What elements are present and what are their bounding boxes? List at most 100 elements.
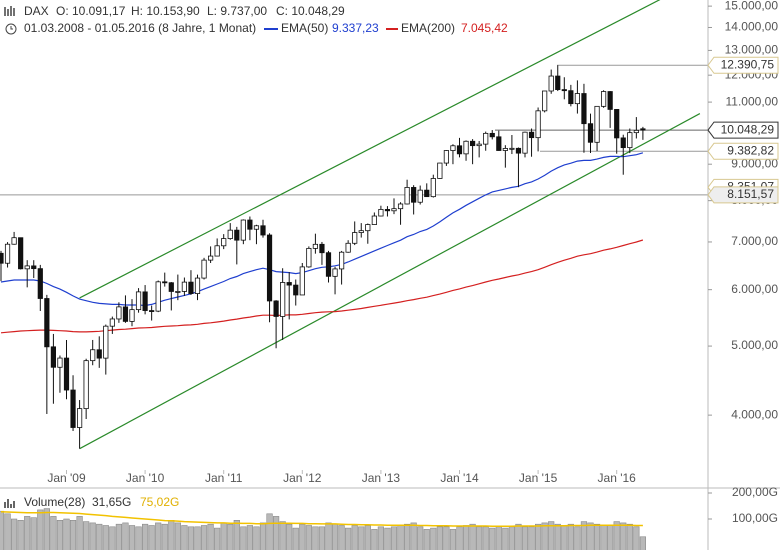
volume-bar xyxy=(0,510,5,550)
candle-body xyxy=(70,389,76,428)
volume-bar xyxy=(331,523,339,550)
volume-bar xyxy=(135,526,142,550)
legend-value: 9.337,23 xyxy=(332,21,379,35)
candle-body xyxy=(384,209,391,212)
volume-bar xyxy=(469,523,476,550)
volume-bar xyxy=(102,525,109,550)
volume-bar xyxy=(279,521,286,550)
candle-body xyxy=(188,281,194,294)
volume-bar xyxy=(17,519,24,550)
candle-body xyxy=(273,300,279,317)
volume-bar xyxy=(534,523,542,550)
candle-body xyxy=(103,325,109,359)
volume-bar xyxy=(528,526,535,550)
candle-body xyxy=(437,162,443,179)
volume-bar xyxy=(384,527,391,550)
candle-body xyxy=(319,243,325,254)
volume-bar xyxy=(122,522,129,550)
candle-body xyxy=(535,110,541,139)
volume-bar xyxy=(358,526,365,550)
candle-body xyxy=(627,132,633,149)
candle-body xyxy=(522,131,528,154)
y-tick-label: 14.000,00 xyxy=(725,20,779,34)
candle-body xyxy=(411,187,417,203)
ohlc-open: O: 10.091,17 xyxy=(56,4,126,18)
volume-bar xyxy=(541,522,548,550)
candle-body xyxy=(293,284,299,296)
candle-body xyxy=(286,282,292,286)
x-tick-label: Jan '12 xyxy=(283,471,322,485)
candle-body xyxy=(234,229,240,241)
candle-body xyxy=(266,234,273,302)
volume-bar xyxy=(417,526,424,550)
volume-average: 75,02G xyxy=(140,495,179,509)
volume-bar xyxy=(115,523,122,550)
candle-body xyxy=(50,346,57,368)
candle-body xyxy=(358,230,364,233)
y-tick-label: 13.000,00 xyxy=(725,43,779,57)
volume-bar xyxy=(462,525,470,550)
volume-bar xyxy=(96,523,103,550)
volume-bar xyxy=(639,536,646,550)
x-tick-label: Jan '16 xyxy=(598,471,637,485)
candle-body xyxy=(4,243,11,264)
volume-bar xyxy=(515,523,522,550)
candle-body xyxy=(18,237,24,270)
candle-body xyxy=(109,318,115,327)
candle-body xyxy=(345,242,351,253)
candle-body xyxy=(443,150,450,164)
volume-bar xyxy=(430,527,437,550)
candle-body xyxy=(397,203,404,210)
candle-body xyxy=(456,145,463,155)
volume-bar xyxy=(240,526,247,550)
volume-bar xyxy=(253,526,260,550)
candle-body xyxy=(280,282,286,317)
volume-bar xyxy=(338,525,345,550)
candle-body xyxy=(574,93,581,105)
volume-bar xyxy=(403,523,411,550)
volume-bar xyxy=(312,526,319,550)
candle-body xyxy=(37,268,43,299)
volume-bar xyxy=(580,521,588,550)
volume-name: Volume(28) xyxy=(24,495,85,509)
y-tick-label: 5.000,00 xyxy=(731,338,778,352)
volume-bar xyxy=(561,525,568,550)
volume-bar xyxy=(266,513,273,550)
volume-bar xyxy=(397,525,404,550)
volume-bar xyxy=(607,525,614,550)
volume-bar xyxy=(345,527,352,550)
candle-body xyxy=(476,143,482,147)
volume-bar xyxy=(318,526,326,550)
volume-bar xyxy=(89,522,96,550)
candle-body xyxy=(528,131,535,139)
candle-body xyxy=(515,147,522,154)
clock-hand xyxy=(10,26,13,30)
candle-body xyxy=(181,281,187,292)
volume-bar xyxy=(620,522,627,550)
candle-body xyxy=(129,309,135,322)
candle-body xyxy=(201,259,207,279)
x-tick-label: Jan '13 xyxy=(362,471,401,485)
volume-bar xyxy=(410,522,417,550)
ohlc-low: L: 9.737,00 xyxy=(207,4,267,18)
volume-bar xyxy=(174,522,181,550)
x-tick-label: Jan '14 xyxy=(440,471,479,485)
candle-body xyxy=(607,91,613,110)
candle-body xyxy=(496,136,502,151)
candle-body xyxy=(548,75,554,92)
legend-value: 7.045,42 xyxy=(461,21,508,35)
volume-bar xyxy=(325,522,332,550)
candle-body xyxy=(601,91,607,107)
candle-body xyxy=(116,306,122,320)
candle-body xyxy=(555,75,561,90)
volume-bar xyxy=(220,522,227,550)
volume-panel xyxy=(0,508,646,550)
candle-body xyxy=(502,148,508,151)
trend-line xyxy=(79,113,701,450)
price-tag-label: 9.382,82 xyxy=(727,143,774,157)
volume-bar xyxy=(142,523,149,550)
candle-body xyxy=(568,90,574,105)
volume-bar xyxy=(4,513,11,550)
x-tick-label: Jan '09 xyxy=(47,471,86,485)
